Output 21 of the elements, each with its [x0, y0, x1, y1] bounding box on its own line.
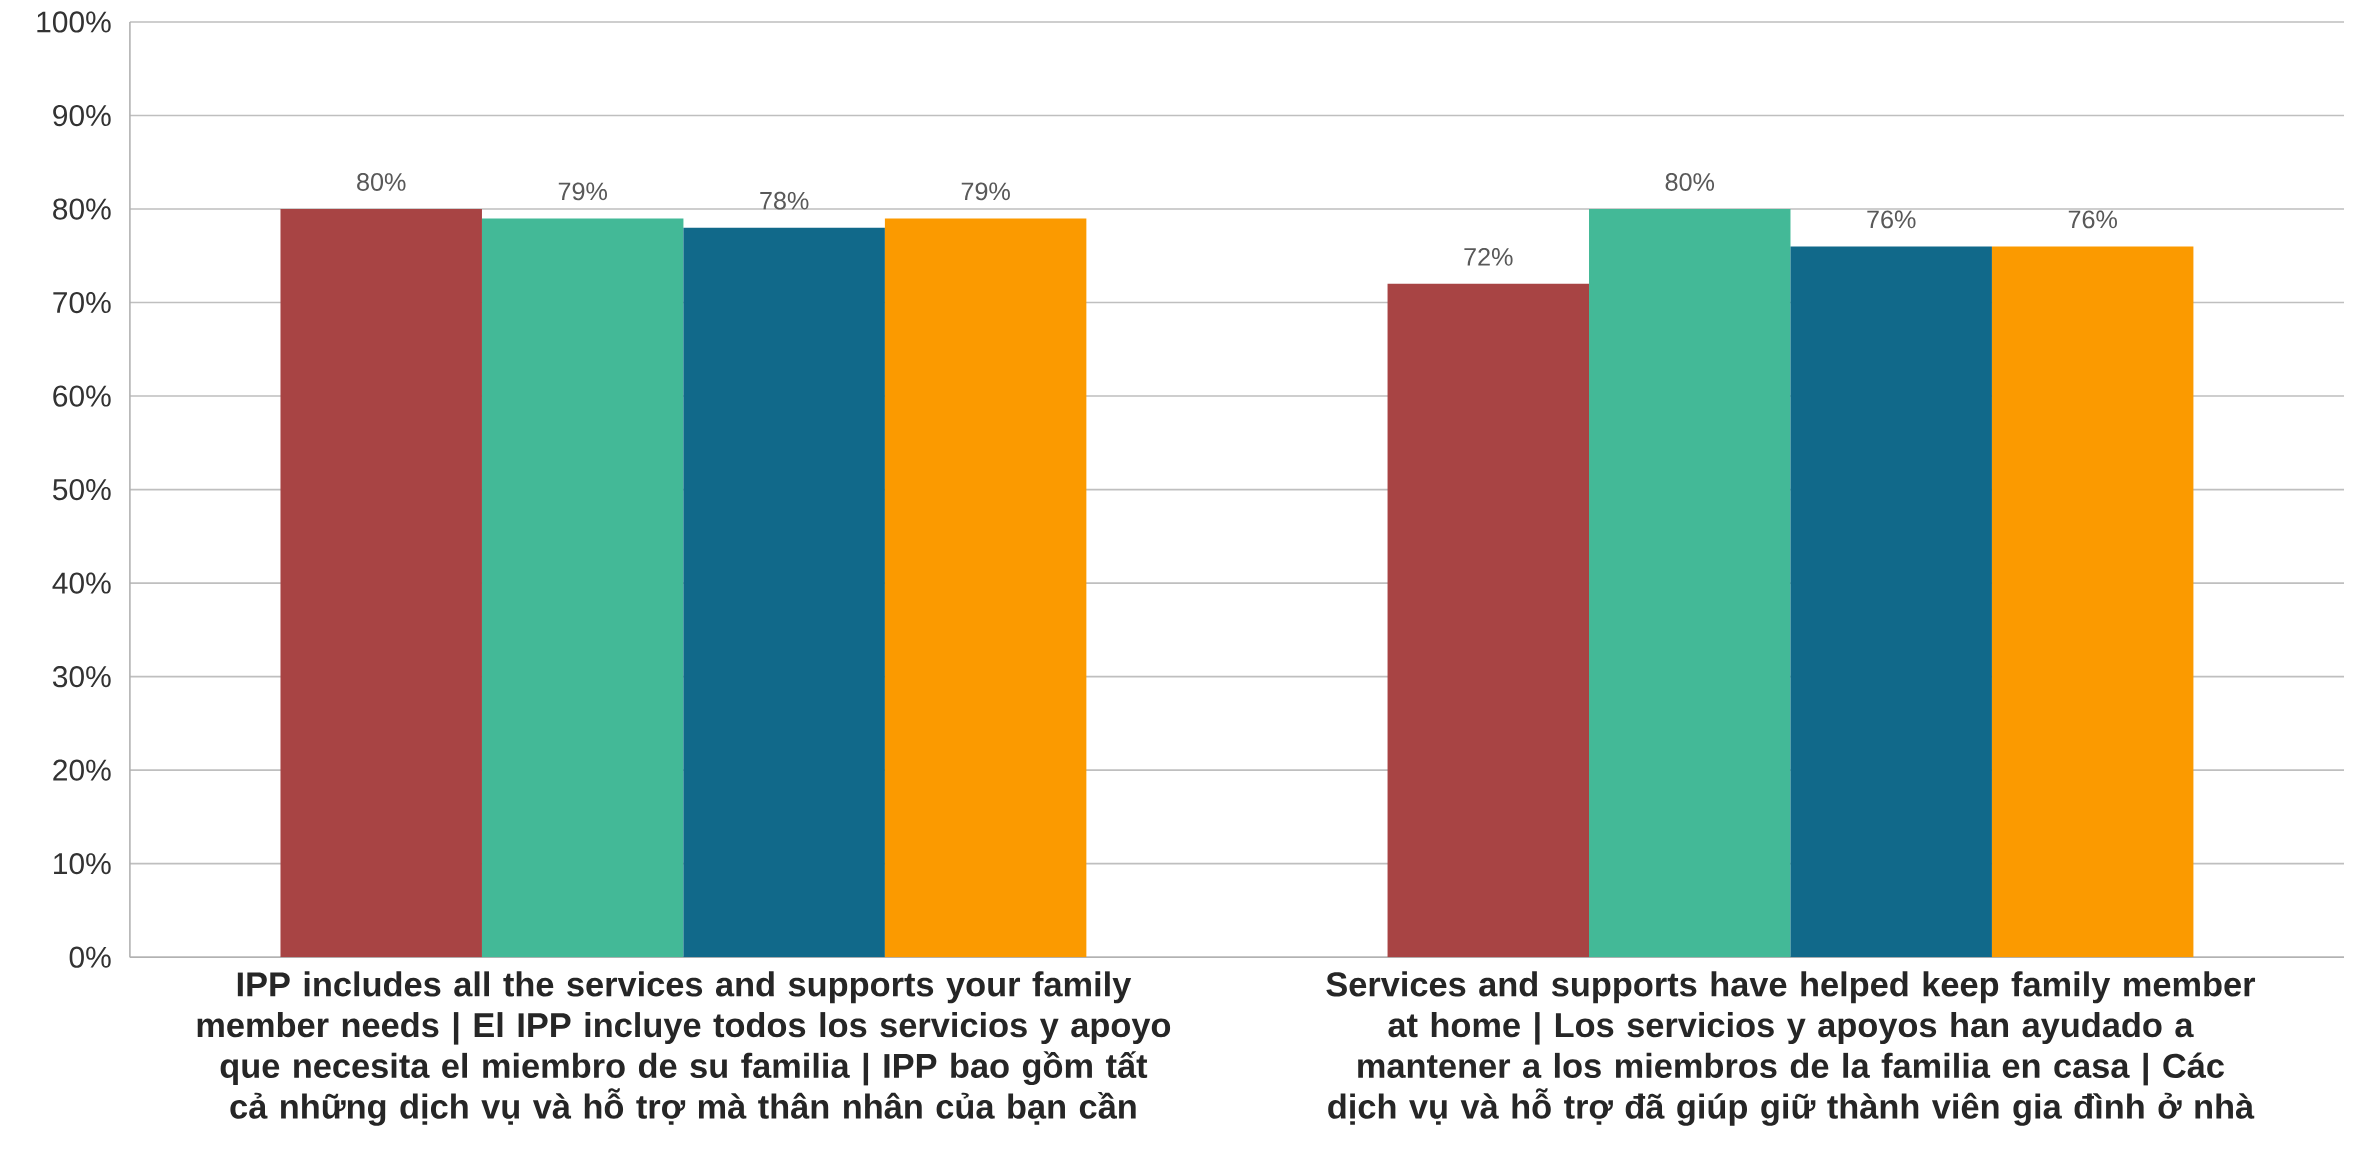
data-label: 76%	[1867, 210, 1916, 229]
data-label: 80%	[1665, 173, 1715, 191]
data-label: 76%	[2068, 210, 2117, 229]
y-tick-label: 30%	[52, 666, 111, 688]
data-label: 80%	[357, 173, 406, 191]
y-tick-label: 70%	[53, 291, 111, 314]
data-label: 72%	[1464, 247, 1513, 266]
y-tick-label: 80%	[53, 198, 111, 220]
data-label: 79%	[961, 182, 1010, 201]
y-tick-label: 10%	[54, 853, 111, 875]
y-tick-label: 40%	[52, 572, 111, 594]
x-tick-label: Services and supports have helped keep family member at home | Los servicios y apoyos han ayudado a mantener a los miembros de la familia en casa | Các dịch vụ và hỗ trợ đã giúp giữ thành viên gia đình ở nhà	[1326, 971, 2256, 1126]
y-tick-label: 20%	[53, 759, 111, 781]
y-tick-label: 50%	[52, 478, 111, 501]
y-tick-label: 100%	[37, 11, 111, 33]
y-tick-label: 60%	[53, 385, 111, 407]
data-label: 78%	[760, 191, 809, 210]
y-tick-label: 90%	[53, 104, 111, 127]
data-label: 79%	[558, 182, 607, 201]
y-tick-label: 0%	[69, 946, 111, 968]
x-tick-label: IPP includes all the services and supports your family member needs | El IPP incluye todos los servicios y apoyo que necesita el miembro de su familia | IPP bao gồm tất cả những dịch vụ và hỗ trợ mà thân nhân của bạn cần	[197, 971, 1171, 1126]
